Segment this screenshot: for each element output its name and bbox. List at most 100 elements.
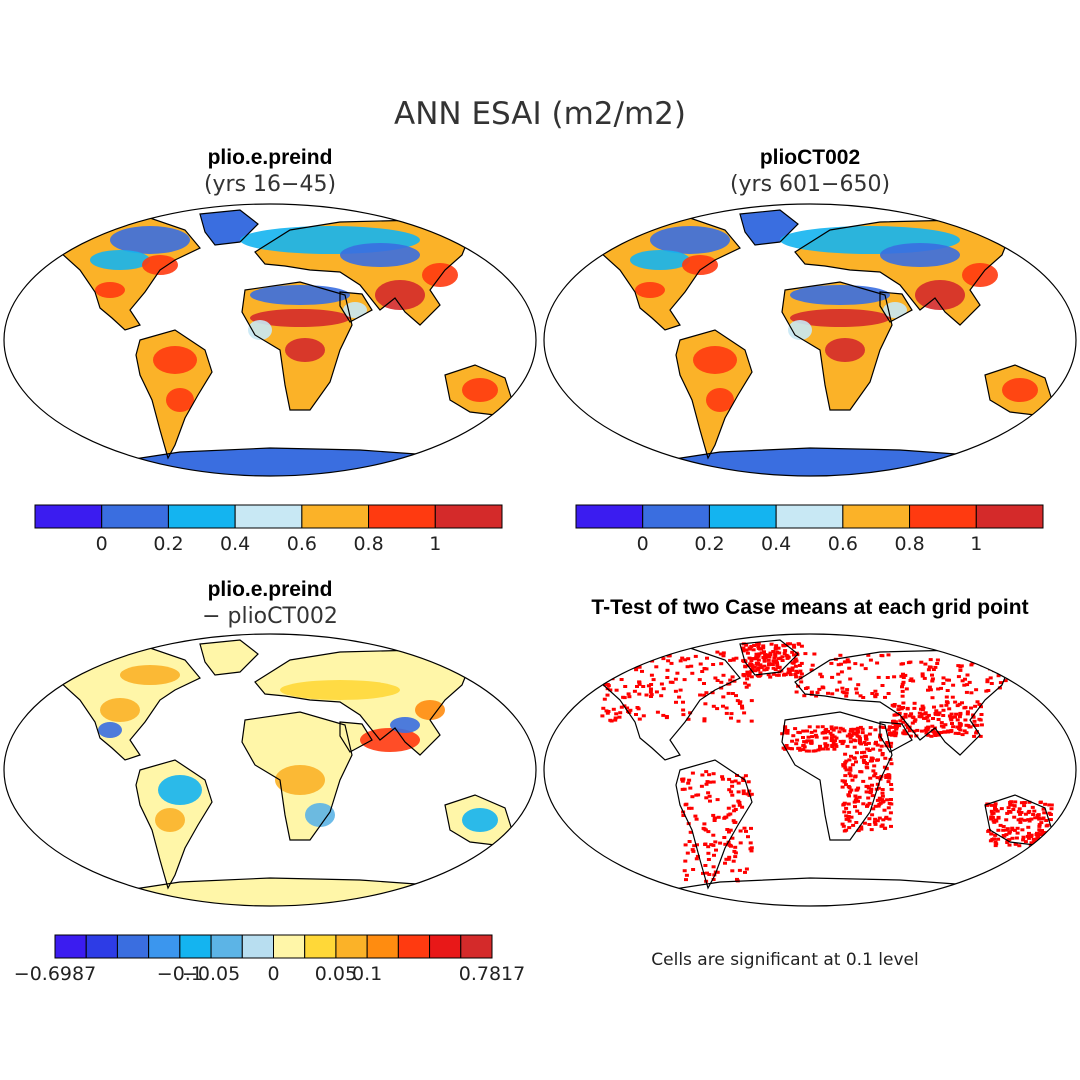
significant-cell: [859, 755, 864, 759]
significant-cell: [1025, 834, 1030, 838]
significant-cell: [754, 662, 759, 665]
significant-cell: [1049, 803, 1054, 807]
significant-cell: [799, 680, 804, 684]
significant-cell: [725, 828, 730, 831]
significant-cell: [888, 811, 893, 815]
field-patch-panel-2: [880, 243, 960, 267]
significant-cell: [904, 687, 909, 691]
significant-cell: [770, 662, 775, 666]
significant-cell: [748, 841, 753, 845]
significant-cell: [721, 651, 726, 655]
significant-cell: [747, 656, 752, 660]
field-patch-panel-2: [682, 255, 718, 275]
significant-cell: [882, 808, 887, 812]
significant-cell: [836, 672, 841, 676]
colorbar-tick-label: 0.6: [287, 533, 317, 555]
significant-cell: [776, 646, 781, 650]
field-patch-panel-1: [248, 320, 272, 340]
colorbar-swatch: [301, 504, 370, 529]
significant-cell: [948, 730, 953, 734]
significant-cell: [722, 836, 727, 839]
field-patch-panel-2: [630, 250, 690, 270]
significant-cell: [878, 748, 883, 752]
significant-cell: [870, 783, 874, 787]
significant-cell: [1010, 836, 1015, 840]
significant-cell: [928, 658, 933, 662]
significant-cell: [829, 733, 834, 737]
significant-cell: [877, 796, 882, 800]
significant-cell: [844, 814, 849, 818]
significant-cell: [844, 759, 849, 763]
significant-cell: [848, 736, 853, 740]
significant-cell: [947, 707, 952, 711]
significant-cell: [852, 756, 857, 760]
significant-cell: [654, 665, 659, 669]
significant-cell: [884, 816, 889, 820]
significant-cell: [781, 644, 786, 648]
colorbar-swatch: [241, 934, 274, 959]
significant-cell: [683, 658, 688, 662]
significant-cell: [765, 653, 770, 657]
significant-cell: [1022, 804, 1027, 808]
significant-cell: [686, 781, 691, 785]
significant-cell: [680, 656, 685, 660]
significant-cell: [892, 704, 897, 708]
significant-cell: [747, 789, 752, 793]
significant-cell: [621, 659, 626, 663]
significant-cell: [681, 700, 685, 704]
significant-cell: [1019, 811, 1024, 814]
significant-cell: [1031, 837, 1036, 841]
significant-cell: [821, 686, 826, 690]
significant-cell: [741, 779, 746, 782]
significant-cell: [775, 661, 779, 665]
significant-cell: [715, 679, 720, 682]
significant-cell: [711, 865, 716, 869]
significant-cell: [712, 873, 717, 877]
coastline-northAmerica: [59, 217, 201, 331]
significant-cell: [783, 727, 788, 731]
significant-cell: [850, 778, 855, 782]
significant-cell: [903, 715, 908, 719]
significant-cell: [733, 820, 738, 824]
field-patch-panel-2: [706, 388, 734, 412]
significant-cell: [707, 794, 712, 798]
significant-cell: [704, 796, 709, 800]
coastline-arabia: [339, 291, 373, 323]
significant-cell: [666, 654, 671, 658]
significant-cell: [687, 806, 691, 810]
significant-cell: [713, 840, 718, 844]
colorbar-tick-label: 0: [267, 963, 279, 985]
significant-cell: [881, 818, 886, 822]
significant-cell: [872, 820, 877, 824]
significant-cell: [682, 869, 687, 873]
significant-cell: [854, 821, 859, 824]
significant-cell: [641, 714, 646, 718]
coastline-southAmerica: [675, 329, 753, 460]
significant-cell: [809, 739, 814, 743]
significant-cell: [968, 725, 973, 729]
significant-cell: [685, 851, 690, 855]
significant-cell: [854, 691, 859, 695]
colorbar-swatch: [101, 504, 169, 529]
significant-cell: [762, 668, 767, 672]
significant-cell: [873, 728, 878, 732]
significant-cell: [641, 685, 646, 688]
significant-cell: [886, 806, 891, 810]
colorbar-tick-label: 0.7817: [459, 963, 525, 985]
significant-cell: [1006, 659, 1011, 663]
significant-cell: [702, 682, 706, 685]
significant-cell: [855, 734, 860, 738]
significant-cell: [933, 712, 938, 716]
significant-cell: [758, 671, 763, 675]
significant-cell: [664, 716, 669, 720]
significant-cell: [773, 668, 778, 672]
significant-cell: [1001, 825, 1006, 828]
significant-cell: [956, 675, 961, 679]
significant-cell: [690, 848, 695, 852]
significant-cell: [872, 764, 877, 768]
colorbar-tick-label: 0.2: [153, 533, 183, 555]
significant-cell: [1020, 828, 1025, 832]
colorbar-tick-label: 0.4: [220, 533, 250, 555]
significant-cell: [665, 668, 670, 672]
significant-cell: [923, 728, 928, 732]
